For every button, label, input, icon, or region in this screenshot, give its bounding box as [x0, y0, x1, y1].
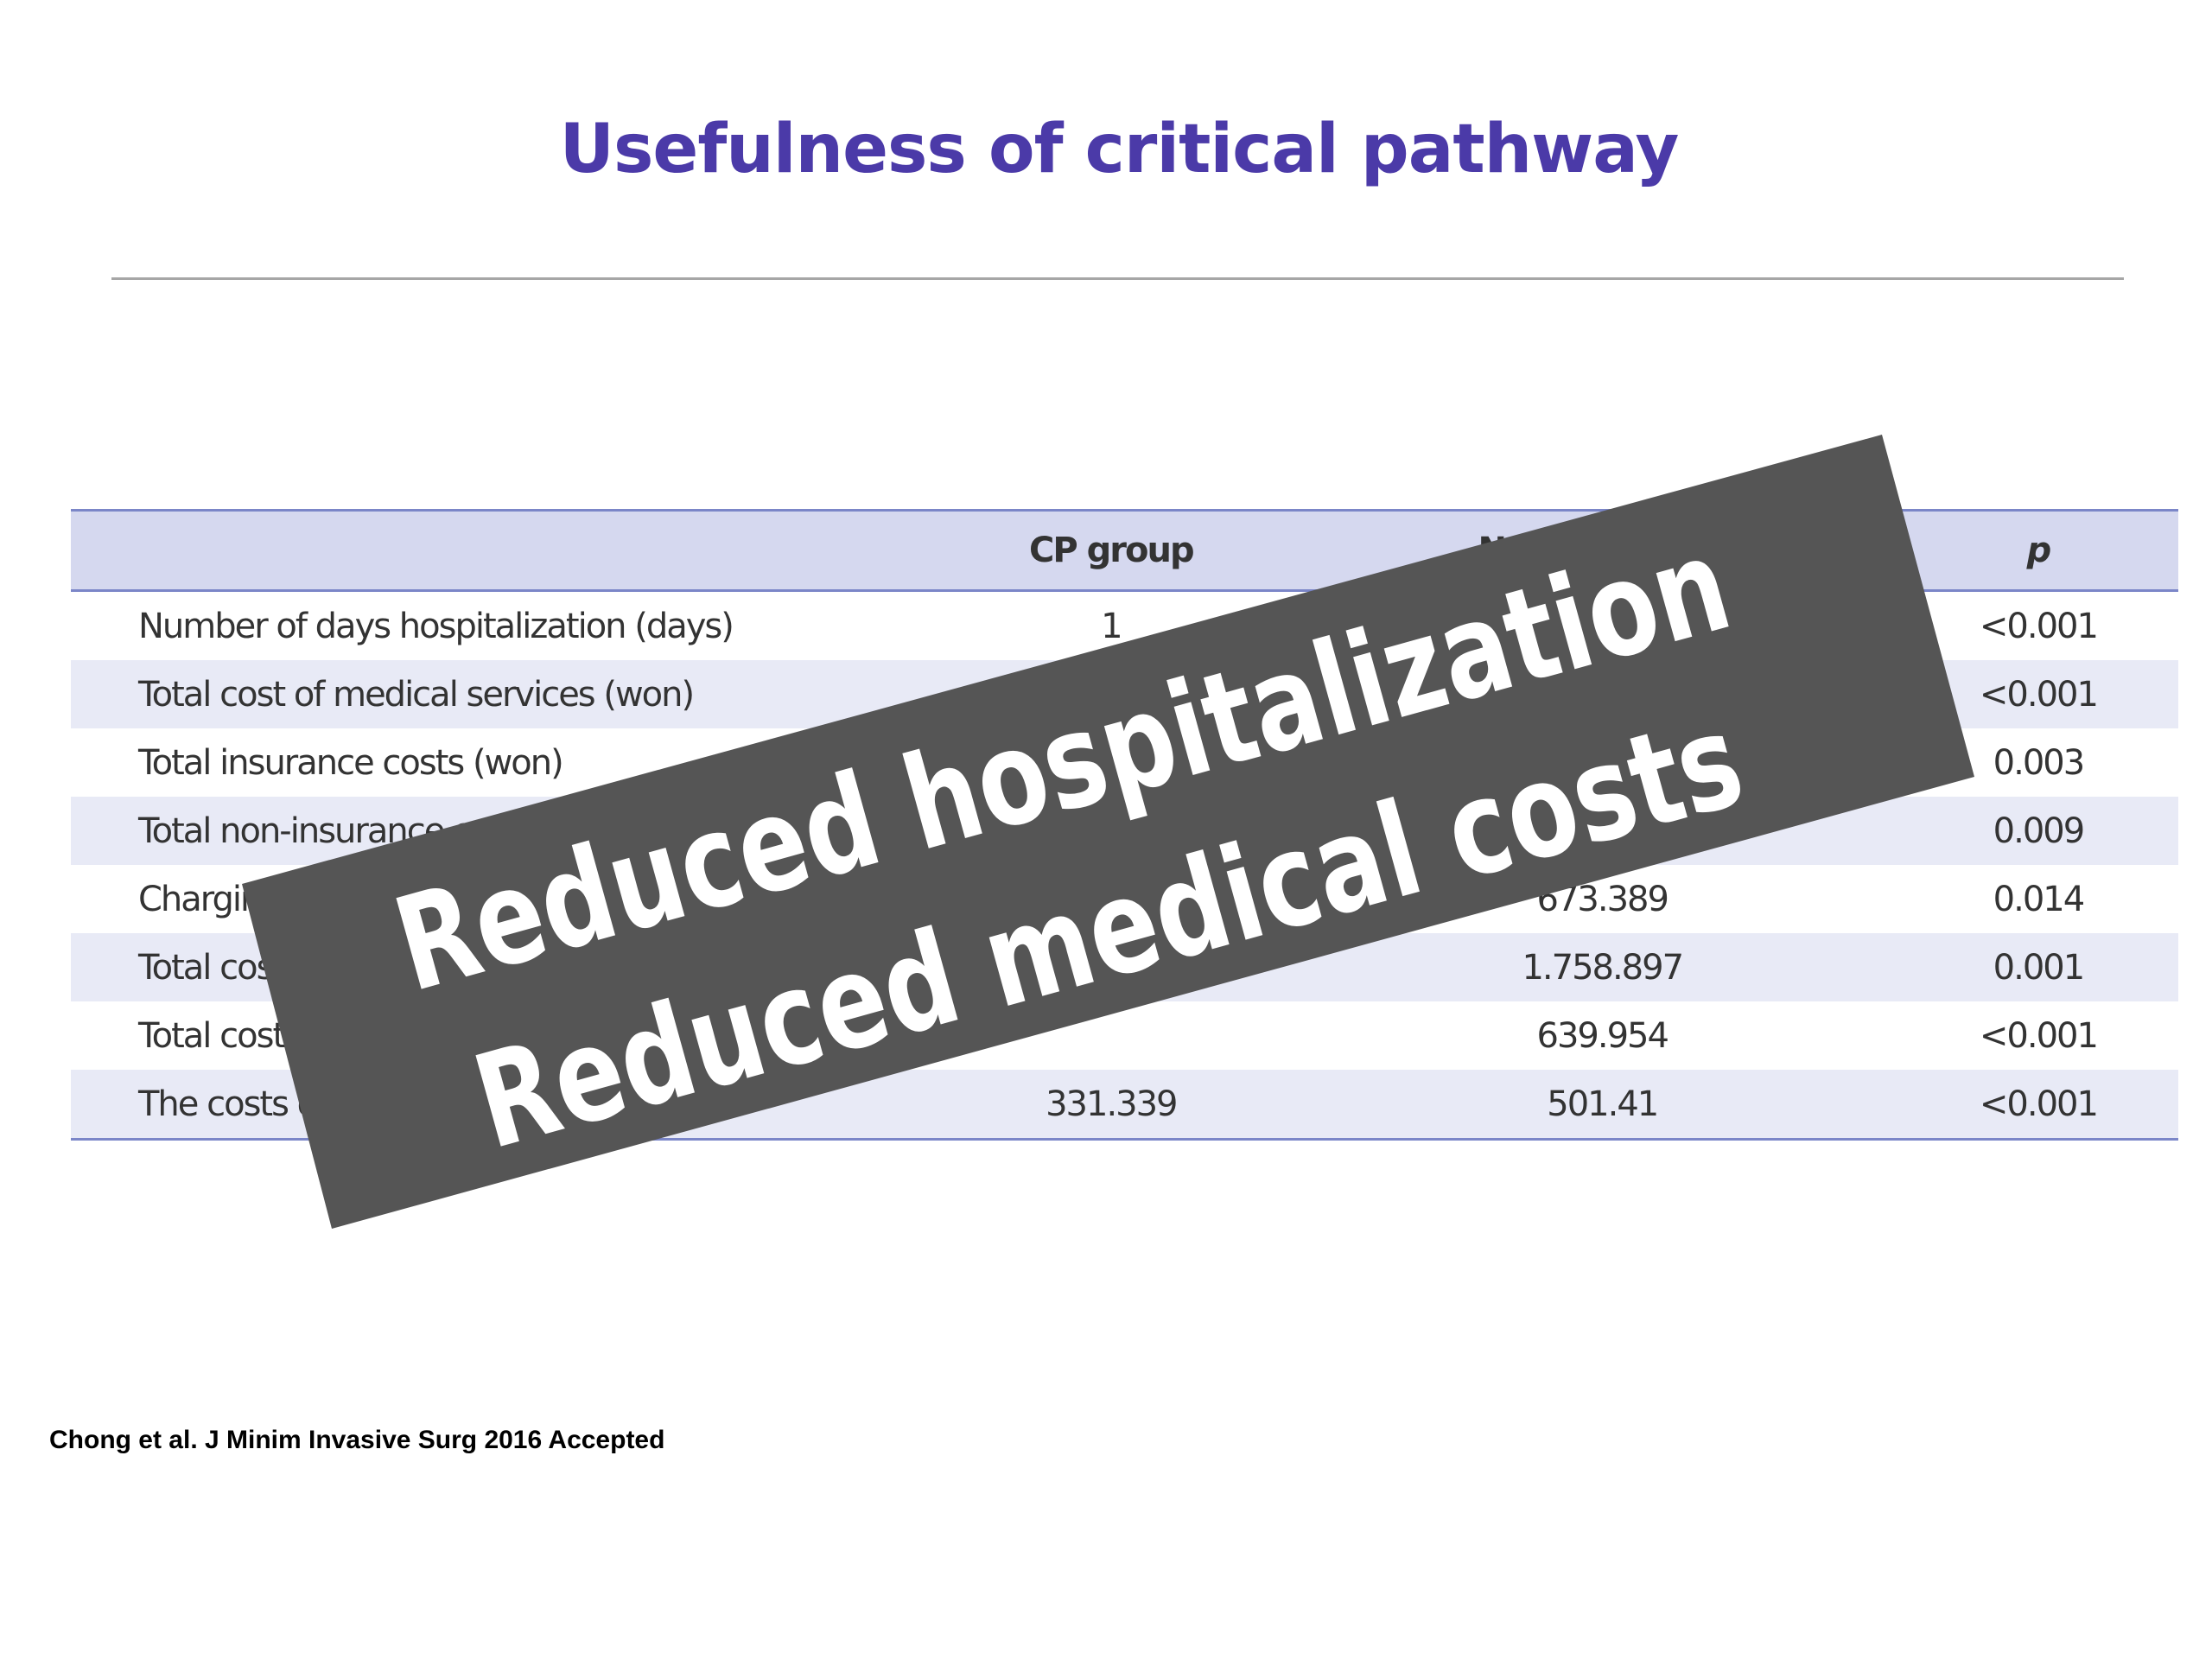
title-rule: [111, 277, 2124, 280]
table-row: Number of days hospitalization (days) 1 <0…: [71, 591, 2178, 661]
cell: <0.001: [1979, 606, 2099, 646]
cell: 331.339: [1046, 1084, 1178, 1124]
cell: 501.41: [1547, 1084, 1659, 1124]
cell: 639.954: [1536, 1015, 1669, 1056]
cell: 1: [1101, 606, 1122, 646]
column-header: p: [2026, 531, 2052, 570]
banner: [242, 435, 1974, 1229]
cell: 0.001: [1993, 947, 2086, 988]
cell: 0.009: [1993, 810, 2086, 851]
column-header: CP group: [1029, 531, 1195, 570]
cell: <0.001: [1979, 1015, 2099, 1056]
cell: <0.001: [1979, 674, 2099, 715]
row-label: Number of days hospitalization (days): [138, 606, 734, 646]
cell: 0.014: [1993, 879, 2086, 919]
row-label: Total insurance costs (won): [138, 742, 564, 783]
cell: 0.003: [1993, 742, 2086, 783]
cell: 1.758.897: [1522, 947, 1684, 988]
slide-title: Usefulness of critical pathway: [559, 111, 1680, 188]
table-row: Total costs 639.954 <0.001: [71, 1001, 2178, 1070]
row-label: Total costs: [138, 1015, 302, 1056]
cell: <0.001: [1979, 1084, 2099, 1124]
table-row: Total insurance costs (won) 0.003: [71, 728, 2178, 797]
row-label: Total cost of medical services (won): [138, 674, 695, 715]
citation: Chong et al. J Minim Invasive Surg 2016 …: [49, 1426, 665, 1454]
